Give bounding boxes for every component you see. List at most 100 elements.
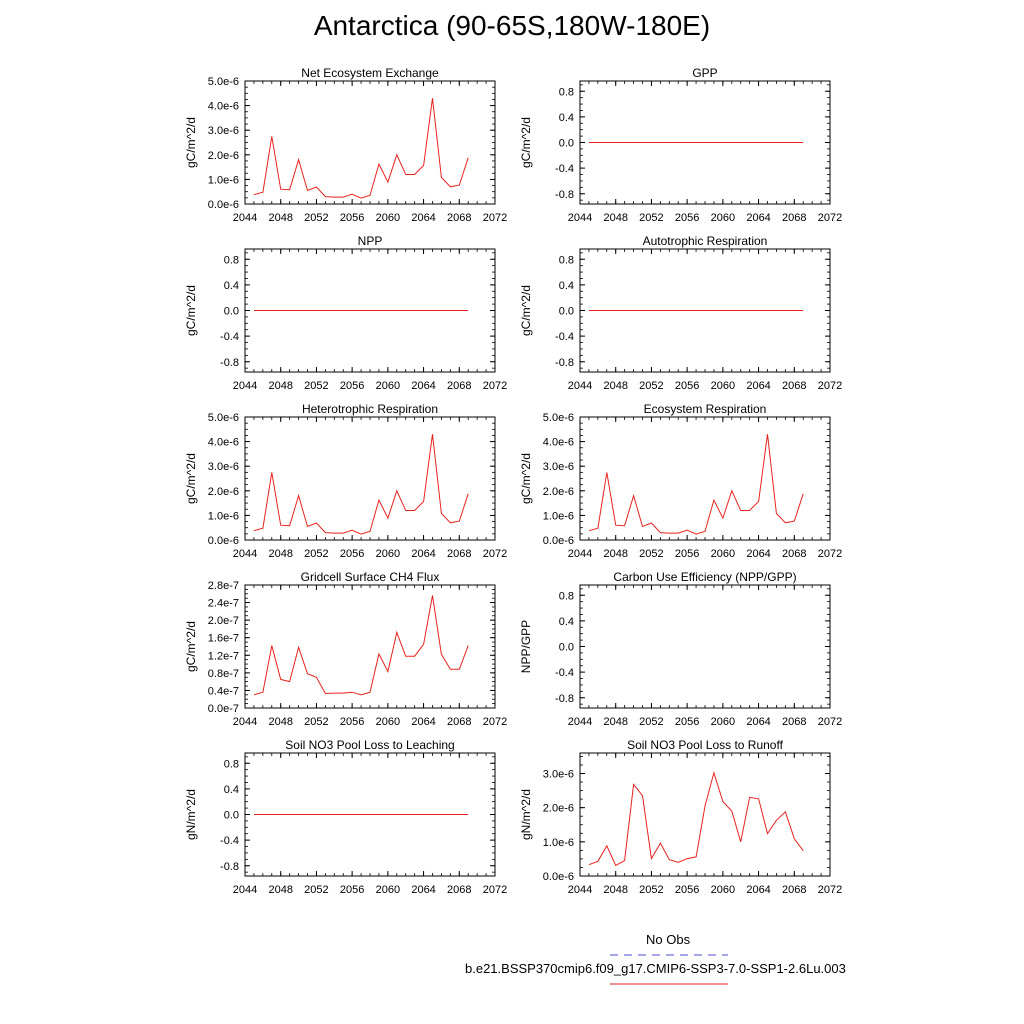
x-tick-label: 2052 — [639, 212, 663, 224]
x-tick-label: 2064 — [411, 548, 435, 560]
y-tick-label: 0.4e-7 — [208, 685, 239, 697]
x-tick-label: 2072 — [483, 212, 507, 224]
y-tick-label: 0.8 — [224, 254, 239, 266]
x-tick-label: 2052 — [639, 884, 663, 896]
y-tick-label: 0.4 — [224, 280, 239, 292]
x-tick-label: 2056 — [340, 548, 364, 560]
x-tick-label: 2068 — [447, 884, 471, 896]
y-tick-label: 0.4 — [224, 784, 239, 796]
x-tick-label: 2064 — [746, 380, 770, 392]
y-tick-label: 5.0e-6 — [208, 76, 239, 88]
y-tick-label: -0.8 — [555, 189, 574, 201]
x-tick-label: 2048 — [603, 548, 627, 560]
x-tick-label: 2060 — [376, 884, 400, 896]
y-tick-label: 0.0e-6 — [543, 871, 574, 883]
x-tick-label: 2044 — [233, 548, 257, 560]
x-tick-label: 2072 — [818, 716, 842, 728]
x-tick-label: 2056 — [675, 548, 699, 560]
y-tick-label: 3.0e-6 — [543, 461, 574, 473]
x-tick-label: 2052 — [639, 716, 663, 728]
x-tick-label: 2060 — [376, 212, 400, 224]
x-tick-label: 2072 — [483, 380, 507, 392]
y-tick-label: 0.0e-7 — [208, 703, 239, 715]
y-tick-label: 2.0e-6 — [208, 486, 239, 498]
y-tick-label: 0.0e-6 — [208, 535, 239, 547]
y-tick-label: 0.8 — [559, 254, 574, 266]
x-tick-label: 2048 — [268, 380, 292, 392]
y-tick-label: 2.0e-6 — [543, 803, 574, 815]
y-tick-label: 0.0 — [224, 810, 239, 822]
x-tick-label: 2044 — [568, 380, 592, 392]
y-tick-label: 0.8 — [224, 758, 239, 770]
panel-title: Heterotrophic Respiration — [302, 402, 438, 416]
series-line — [253, 434, 469, 535]
x-tick-label: 2056 — [675, 212, 699, 224]
y-tick-label: 1.6e-7 — [208, 633, 239, 645]
x-tick-label: 2068 — [782, 380, 806, 392]
y-tick-label: 3.0e-6 — [208, 461, 239, 473]
x-tick-label: 2060 — [376, 548, 400, 560]
y-tick-label: 0.0 — [559, 138, 574, 150]
figure-title: Antarctica (90-65S,180W-180E) — [313, 10, 711, 41]
panel-title: Gridcell Surface CH4 Flux — [301, 570, 440, 584]
y-axis-label: gC/m^2/d — [184, 621, 198, 672]
x-tick-label: 2064 — [746, 884, 770, 896]
y-axis-label: gC/m^2/d — [519, 285, 533, 336]
y-tick-label: 1.0e-6 — [208, 510, 239, 522]
x-tick-label: 2068 — [447, 716, 471, 728]
y-tick-label: 0.0e-6 — [543, 535, 574, 547]
y-tick-label: 1.0e-6 — [543, 510, 574, 522]
x-tick-label: 2056 — [675, 716, 699, 728]
y-tick-label: 0.4 — [559, 616, 574, 628]
y-tick-label: 1.2e-7 — [208, 650, 239, 662]
x-tick-label: 2068 — [782, 716, 806, 728]
x-tick-label: 2072 — [818, 380, 842, 392]
y-axis-label: gN/m^2/d — [519, 789, 533, 840]
panel-title: Carbon Use Efficiency (NPP/GPP) — [613, 570, 796, 584]
x-tick-label: 2044 — [233, 884, 257, 896]
y-axis-label: gC/m^2/d — [519, 117, 533, 168]
y-tick-label: -0.4 — [220, 331, 239, 343]
x-tick-label: 2048 — [268, 884, 292, 896]
x-tick-label: 2044 — [568, 212, 592, 224]
x-tick-label: 2044 — [233, 212, 257, 224]
y-tick-label: 3.0e-6 — [543, 769, 574, 781]
x-tick-label: 2072 — [818, 212, 842, 224]
x-tick-label: 2048 — [268, 548, 292, 560]
x-tick-label: 2072 — [818, 884, 842, 896]
x-tick-label: 2048 — [603, 380, 627, 392]
y-tick-label: -0.4 — [555, 331, 574, 343]
x-tick-label: 2044 — [568, 548, 592, 560]
panel-title: Soil NO3 Pool Loss to Runoff — [627, 738, 784, 752]
y-tick-label: 4.0e-6 — [208, 437, 239, 449]
y-tick-label: 2.0e-6 — [543, 486, 574, 498]
y-axis-label: gC/m^2/d — [519, 453, 533, 504]
x-tick-label: 2044 — [233, 380, 257, 392]
y-tick-label: 2.0e-7 — [208, 615, 239, 627]
x-tick-label: 2068 — [782, 212, 806, 224]
x-tick-label: 2048 — [603, 212, 627, 224]
y-tick-label: 0.0 — [559, 642, 574, 654]
y-axis-label: gC/m^2/d — [184, 453, 198, 504]
x-tick-label: 2060 — [376, 380, 400, 392]
y-tick-label: 4.0e-6 — [208, 101, 239, 113]
panel-title: NPP — [358, 234, 383, 248]
x-tick-label: 2056 — [340, 380, 364, 392]
y-tick-label: -0.8 — [220, 357, 239, 369]
y-tick-label: 5.0e-6 — [208, 412, 239, 424]
x-tick-label: 2056 — [675, 380, 699, 392]
y-axis-label: gN/m^2/d — [184, 789, 198, 840]
y-tick-label: 0.4 — [559, 280, 574, 292]
y-tick-label: 2.8e-7 — [208, 580, 239, 592]
x-tick-label: 2044 — [568, 884, 592, 896]
plot-frame — [579, 584, 831, 709]
x-tick-label: 2072 — [483, 884, 507, 896]
y-tick-label: -0.8 — [555, 357, 574, 369]
x-tick-label: 2052 — [639, 548, 663, 560]
panel-title: Ecosystem Respiration — [644, 402, 767, 416]
y-tick-label: 4.0e-6 — [543, 437, 574, 449]
x-tick-label: 2064 — [411, 212, 435, 224]
series-line — [588, 771, 804, 867]
plot-frame — [579, 752, 831, 877]
y-tick-label: 0.8e-7 — [208, 668, 239, 680]
